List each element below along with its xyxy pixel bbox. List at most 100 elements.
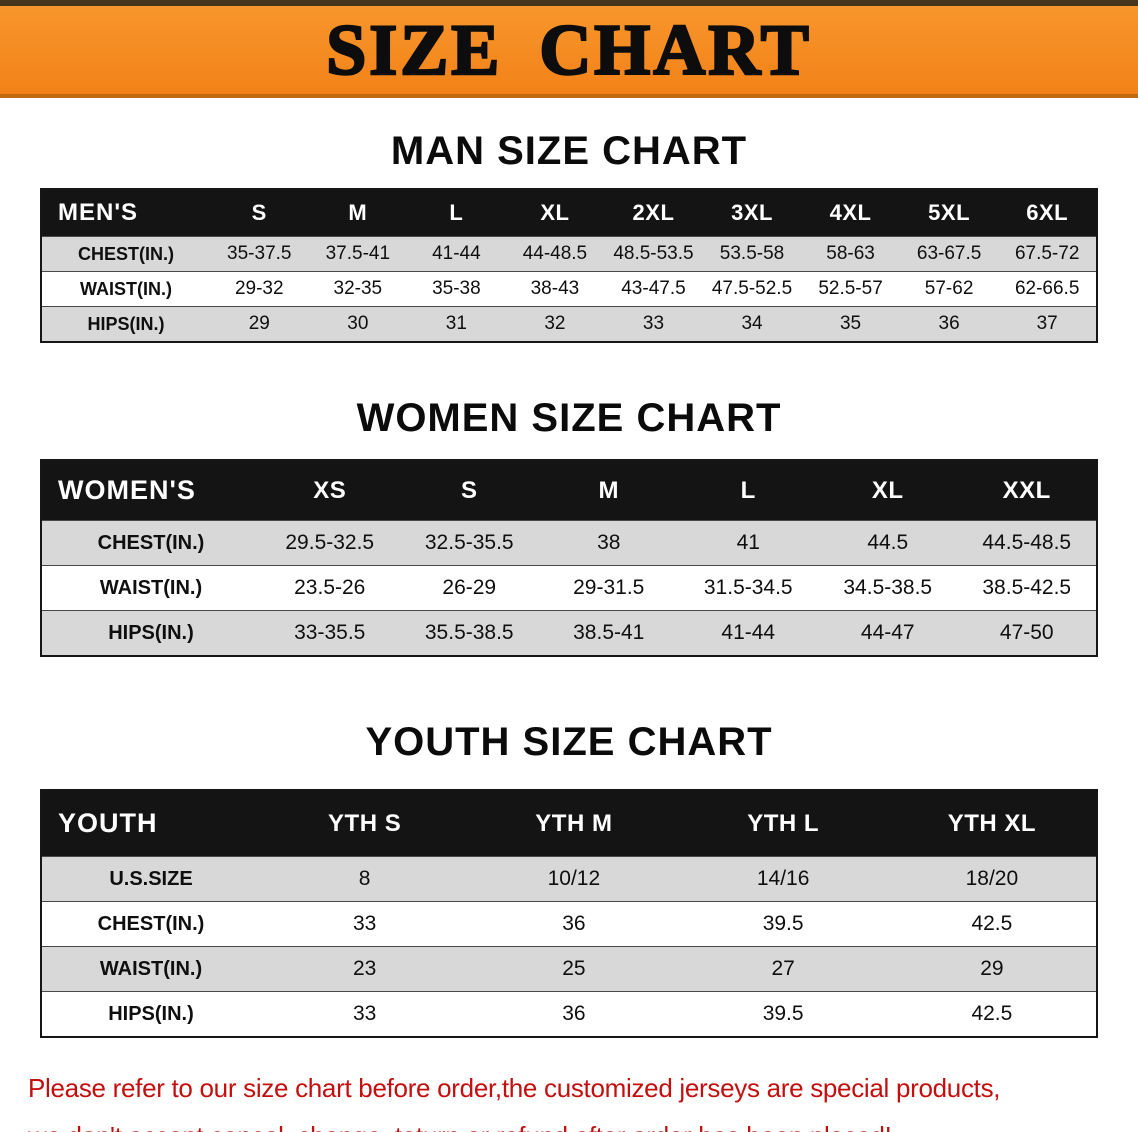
women-section: WOMEN SIZE CHART WOMEN'S XS S M L XL XXL CHEST(… [0,395,1138,657]
size-value-cell: 67.5-72 [1014,243,1080,264]
size-value-cell: 23 [352,957,377,980]
size-value-cell: 47-50 [999,621,1054,644]
size-value-cell: 42.5 [971,1002,1013,1025]
size-value-cell: 44-47 [860,621,915,644]
measurement-row: U.S.SIZE 8 10/12 14/16 18/20 [41,856,1097,902]
size-column-header: M [539,460,679,521]
size-value-cell: 10/12 [547,867,601,890]
size-value-cell: 57-62 [924,278,974,299]
size-value-cell: 29 [980,957,1004,980]
size-column-header: M [308,189,408,237]
youth-heading: YOUTH SIZE CHART [365,720,773,764]
size-value-cell: 38.5-41 [573,621,645,644]
size-value-cell: 48.5-53.5 [613,243,694,264]
disclaimer-line-1: Please refer to our size chart before or… [28,1073,1001,1103]
size-value-cell: 37.5-41 [325,243,391,264]
size-value-cell: 26-29 [442,576,497,599]
measurement-row: HIPS(IN.) 29 30 31 32 33 34 35 36 37 [41,306,1097,342]
size-column-header: XL [818,460,958,521]
table-header-row: WOMEN'S XS S M L XL XXL [41,460,1097,521]
size-column-header: L [678,460,818,521]
row-label: CHEST(IN.) [78,243,174,264]
size-value-cell: 37 [1036,313,1058,334]
men-section: MAN SIZE CHART MEN'S S M L XL 2XL 3XL 4XL 5XL 6XL… [0,128,1138,343]
size-value-cell: 44.5 [867,531,909,554]
size-value-cell: 31 [445,313,467,334]
size-value-cell: 32 [544,313,566,334]
size-value-cell: 30 [347,313,369,334]
size-column-header: XL [505,189,605,237]
size-column-header: L [407,189,506,237]
size-column-header: 2XL [604,189,703,237]
size-value-cell: 44.5-48.5 [982,531,1072,554]
size-value-cell: 38.5-42.5 [982,576,1072,599]
size-column-header: YTH S [260,790,470,857]
size-value-cell: 44-48.5 [522,243,588,264]
measurement-row: HIPS(IN.) 33 36 39.5 42.5 [41,991,1097,1037]
women-heading: WOMEN SIZE CHART [356,396,782,440]
size-value-cell: 43-47.5 [621,278,686,299]
youth-section: YOUTH SIZE CHART YOUTH YTH S YTH M YTH L YTH… [0,719,1138,1038]
youth-size-table: YOUTH YTH S YTH M YTH L YTH XL U.S.SIZE 8 10/12… [40,789,1098,1038]
size-value-cell: 33 [642,313,665,334]
size-value-cell: 41-44 [432,243,481,264]
row-label: WAIST(IN.) [80,278,172,299]
size-value-cell: 32.5-35.5 [424,531,514,554]
size-value-cell: 42.5 [971,912,1013,935]
size-value-cell: 8 [358,867,371,890]
page-title: SIZE CHART [325,10,812,90]
size-value-cell: 53.5-58 [719,243,785,264]
size-value-cell: 38-43 [530,278,580,299]
size-value-cell: 29 [248,313,270,334]
measurement-row: CHEST(IN.) 35-37.5 37.5-41 41-44 44-48.5 48.5… [41,236,1097,272]
size-column-header: S [210,189,309,237]
size-value-cell: 18/20 [965,867,1019,890]
size-value-cell: 29.5-32.5 [285,531,375,554]
size-value-cell: 14/16 [756,867,810,890]
size-column-header: 3XL [702,189,802,237]
measurement-row: HIPS(IN.) 33-35.5 35.5-38.5 38.5-41 41-44 44-… [41,610,1097,656]
size-column-header: YTH L [678,790,888,857]
row-label: HIPS(IN.) [87,313,165,334]
size-column-header: XS [260,460,400,521]
men-heading: MAN SIZE CHART [390,129,748,173]
size-value-cell: 31.5-34.5 [703,576,793,599]
size-value-cell: 34.5-38.5 [843,576,933,599]
row-label: HIPS(IN.) [108,621,194,644]
row-label: CHEST(IN.) [97,531,205,554]
size-value-cell: 39.5 [762,912,804,935]
size-value-cell: 35 [839,313,862,334]
size-value-cell: 47.5-52.5 [711,278,793,299]
measurement-row: WAIST(IN.) 23.5-26 26-29 29-31.5 31.5-34.5 34… [41,565,1097,611]
size-value-cell: 23.5-26 [294,576,366,599]
size-chart-banner: SIZE CHART [0,0,1138,98]
measurement-row: CHEST(IN.) 29.5-32.5 32.5-35.5 38 41 44.5 44.5… [41,520,1097,566]
disclaimer-line-2: we don't accept cancel, change, teturn o… [28,1112,1138,1132]
row-label: CHEST(IN.) [97,912,205,935]
size-value-cell: 52.5-57 [818,278,883,299]
size-value-cell: 25 [562,957,586,980]
women-size-table: WOMEN'S XS S M L XL XXL CHEST(IN.) 29.5-32.5 32.5… [40,459,1098,657]
row-label: WAIST(IN.) [99,957,203,980]
size-value-cell: 36 [562,912,586,935]
disclaimer: Please refer to our size chart before or… [0,1064,1138,1132]
row-label: WAIST(IN.) [99,576,203,599]
table-header-row: YOUTH YTH S YTH M YTH L YTH XL [41,790,1097,857]
measurement-row: WAIST(IN.) 23 25 27 29 [41,946,1097,992]
size-value-cell: 38 [597,531,621,554]
size-column-header: 6XL [998,189,1097,237]
row-label: HIPS(IN.) [108,1002,194,1025]
size-value-cell: 35-38 [432,278,481,299]
size-value-cell: 33 [352,1002,377,1025]
size-column-header: XXL [957,460,1097,521]
size-value-cell: 33-35.5 [294,621,366,644]
measurement-row: WAIST(IN.) 29-32 32-35 35-38 38-43 43-47.5 47.… [41,271,1097,307]
size-column-header: 5XL [899,189,999,237]
size-value-cell: 58-63 [826,243,875,264]
size-column-header: YTH M [469,790,679,857]
size-value-cell: 34 [741,313,763,334]
size-value-cell: 36 [562,1002,586,1025]
size-value-cell: 36 [938,313,960,334]
size-value-cell: 27 [771,957,795,980]
